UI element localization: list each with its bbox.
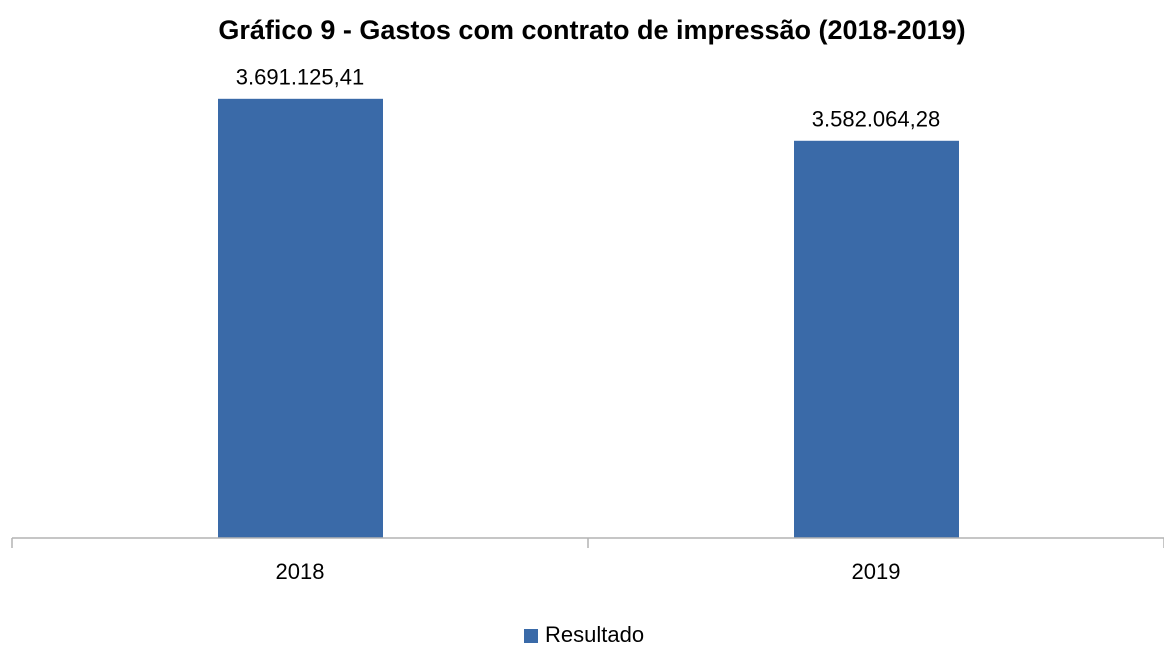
legend-label: Resultado (545, 622, 644, 647)
data-label: 3.691.125,41 (236, 65, 364, 90)
bar (218, 98, 383, 539)
bar (794, 140, 959, 538)
x-tick-label: 2019 (852, 559, 901, 584)
chart-title: Gráfico 9 - Gastos com contrato de impre… (218, 15, 965, 45)
legend-swatch (524, 629, 538, 643)
data-label: 3.582.064,28 (812, 107, 940, 132)
x-tick-label: 2018 (276, 559, 325, 584)
